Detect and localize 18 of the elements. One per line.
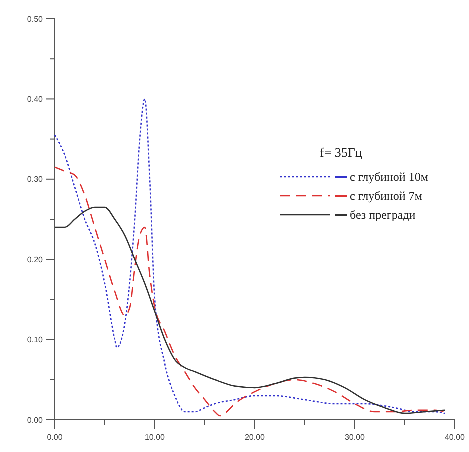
- x-tick-label: 30.00: [344, 433, 366, 442]
- y-tick-label: 0.10: [27, 336, 44, 345]
- line-series: [54, 206, 446, 414]
- line-series: [54, 98, 446, 414]
- y-tick-label: 0.20: [27, 255, 44, 264]
- legend-label: без прегради: [350, 208, 416, 222]
- y-tick-label: 0.30: [27, 175, 44, 184]
- y-tick-label: 0.40: [27, 95, 44, 104]
- x-tick-label: 0.00: [47, 433, 64, 442]
- x-tick-label: 40.00: [444, 433, 466, 442]
- y-tick-label: 0.00: [27, 416, 44, 425]
- x-tick-label: 20.00: [244, 433, 266, 442]
- y-tick-label: 0.50: [27, 14, 44, 24]
- line-series: [54, 166, 446, 417]
- x-tick-label: 10.00: [144, 433, 166, 442]
- legend-label: с глубиной 10м: [350, 170, 429, 184]
- legend-label: с глубиной 7м: [350, 189, 423, 204]
- legend-title: f= 35Гц: [320, 145, 362, 160]
